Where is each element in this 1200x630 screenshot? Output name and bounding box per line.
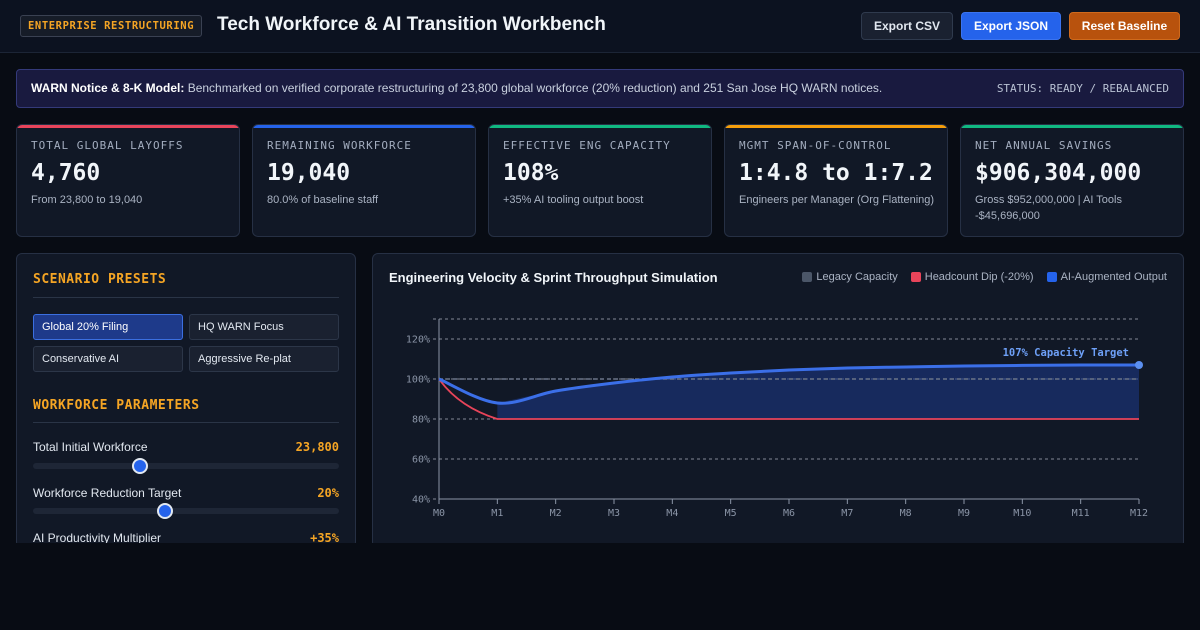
preset-aggressive-replat[interactable]: Aggressive Re-plat bbox=[189, 346, 339, 372]
section-divider bbox=[33, 297, 339, 298]
y-tick-label: 40% bbox=[412, 495, 430, 506]
reset-baseline-button[interactable]: Reset Baseline bbox=[1069, 12, 1180, 40]
legend-item-legacy: Legacy Capacity bbox=[802, 271, 898, 283]
y-tick-label: 60% bbox=[412, 455, 430, 466]
banner-label: WARN Notice & 8-K Model: bbox=[31, 81, 185, 95]
app-title: Tech Workforce & AI Transition Workbench bbox=[217, 14, 606, 35]
reduction-target-value: 20% bbox=[317, 486, 339, 500]
reduction-target-label: Workforce Reduction Target bbox=[33, 486, 182, 500]
kpi-label: REMAINING WORKFORCE bbox=[267, 139, 412, 152]
legend-label: Legacy Capacity bbox=[816, 271, 898, 283]
presets-title: SCENARIO PRESETS bbox=[33, 272, 167, 287]
kpi-accent-bar bbox=[17, 125, 239, 128]
series-line-ai-output bbox=[438, 363, 1140, 405]
kpi-subtext: Gross $952,000,000 | AI Tools -$45,696,0… bbox=[975, 194, 1122, 222]
slider-thumb[interactable] bbox=[132, 458, 149, 474]
kpi-accent-bar bbox=[253, 125, 475, 128]
x-tick-label: M11 bbox=[1072, 508, 1090, 519]
y-tick-label: 80% bbox=[412, 415, 430, 426]
initial-workforce-label: Total Initial Workforce bbox=[33, 440, 148, 454]
kpi-label: EFFECTIVE ENG CAPACITY bbox=[503, 139, 671, 152]
legend-label: Headcount Dip (-20%) bbox=[924, 271, 1034, 283]
page-footer-area bbox=[0, 543, 1200, 630]
x-tick-label: M3 bbox=[608, 508, 620, 519]
kpi-subtext: 80.0% of baseline staff bbox=[267, 194, 379, 206]
x-tick-label: M7 bbox=[841, 508, 853, 519]
x-tick-label: M6 bbox=[783, 508, 795, 519]
parameters-panel: SCENARIO PRESETS Global 20% Filing HQ WA… bbox=[16, 253, 356, 548]
series-line-headcount-dip bbox=[438, 378, 1139, 420]
kpi-card-effective-capacity: EFFECTIVE ENG CAPACITY 108% +35% AI tool… bbox=[488, 124, 712, 237]
kpi-value: 19,040 bbox=[267, 160, 351, 186]
ai-output-endpoint bbox=[1135, 361, 1143, 369]
kpi-accent-bar bbox=[961, 125, 1183, 128]
preset-conservative-ai[interactable]: Conservative AI bbox=[33, 346, 183, 372]
kpi-subtext: From 23,800 to 19,040 bbox=[31, 194, 143, 206]
banner-description: Benchmarked on verified corporate restru… bbox=[187, 81, 883, 95]
x-tick-label: M12 bbox=[1130, 508, 1148, 519]
reduction-target-slider[interactable] bbox=[33, 503, 339, 519]
x-tick-label: M5 bbox=[725, 508, 737, 519]
capacity-target-annotation: 107% Capacity Target bbox=[1003, 347, 1129, 359]
kpi-card-total-layoffs: TOTAL GLOBAL LAYOFFS 4,760 From 23,800 t… bbox=[16, 124, 240, 237]
kpi-label: MGMT SPAN-OF-CONTROL bbox=[739, 139, 892, 152]
initial-workforce-value: 23,800 bbox=[295, 440, 339, 454]
kpi-card-span-of-control: MGMT SPAN-OF-CONTROL 1:4.8 to 1:7.2 Engi… bbox=[724, 124, 948, 237]
x-tick-label: M4 bbox=[666, 508, 678, 519]
kpi-subtext: Engineers per Manager (Org Flattening) bbox=[739, 194, 935, 206]
section-divider bbox=[33, 422, 339, 423]
ai-uplift-area bbox=[497, 364, 1139, 419]
kpi-value: 1:4.8 to 1:7.2 bbox=[739, 160, 933, 186]
ai-multiplier-value: +35% bbox=[310, 531, 339, 545]
x-tick-label: M2 bbox=[550, 508, 562, 519]
kpi-value: $906,304,000 bbox=[975, 160, 1142, 186]
kpi-subtext: +35% AI tooling output boost bbox=[503, 194, 644, 206]
model-banner: WARN Notice & 8-K Model: Benchmarked on … bbox=[16, 69, 1184, 108]
preset-hq-warn-focus[interactable]: HQ WARN Focus bbox=[189, 314, 339, 340]
velocity-chart: 40% 60% 80% 100% 120% M0 M1 M2 M3 M4 M5 M6 M7 M8 M9 M10… bbox=[406, 318, 1148, 519]
export-json-button[interactable]: Export JSON bbox=[961, 12, 1061, 40]
kpi-card-remaining-workforce: REMAINING WORKFORCE 19,040 80.0% of base… bbox=[252, 124, 476, 237]
slider-thumb[interactable] bbox=[156, 503, 173, 519]
kpi-accent-bar bbox=[725, 125, 947, 128]
banner-text: WARN Notice & 8-K Model: Benchmarked on … bbox=[31, 81, 882, 95]
legend-swatch bbox=[910, 272, 921, 282]
chart-panel: Engineering Velocity & Sprint Throughput… bbox=[372, 253, 1184, 548]
x-tick-label: M9 bbox=[958, 508, 970, 519]
app-header: ENTERPRISE RESTRUCTURING Tech Workforce … bbox=[0, 0, 1200, 53]
chart-title: Engineering Velocity & Sprint Throughput… bbox=[389, 270, 718, 285]
legend-item-headcount-dip: Headcount Dip (-20%) bbox=[910, 271, 1034, 283]
legend-swatch bbox=[1046, 272, 1057, 282]
status-indicator: STATUS: READY / REBALANCED bbox=[996, 82, 1169, 95]
parameters-title: WORKFORCE PARAMETERS bbox=[33, 398, 200, 413]
kpi-card-net-savings: NET ANNUAL SAVINGS $906,304,000 Gross $9… bbox=[960, 124, 1184, 237]
chart-legend: Legacy Capacity Headcount Dip (-20%) AI-… bbox=[802, 271, 1167, 283]
ai-multiplier-label: AI Productivity Multiplier bbox=[33, 531, 162, 545]
legend-swatch bbox=[802, 272, 813, 282]
kpi-label: TOTAL GLOBAL LAYOFFS bbox=[31, 139, 184, 152]
preset-global-20-filing[interactable]: Global 20% Filing bbox=[33, 314, 183, 340]
kpi-label: NET ANNUAL SAVINGS bbox=[975, 139, 1113, 152]
context-badge: ENTERPRISE RESTRUCTURING bbox=[20, 15, 203, 37]
kpi-value: 4,760 bbox=[31, 160, 101, 186]
legend-item-ai-output: AI-Augmented Output bbox=[1046, 271, 1167, 283]
x-tick-label: M0 bbox=[433, 508, 445, 519]
x-tick-label: M1 bbox=[491, 508, 503, 519]
y-tick-label: 120% bbox=[406, 335, 430, 346]
initial-workforce-slider[interactable] bbox=[33, 458, 339, 474]
export-csv-button[interactable]: Export CSV bbox=[861, 12, 953, 40]
kpi-value: 108% bbox=[503, 160, 559, 186]
y-tick-label: 100% bbox=[406, 375, 430, 386]
kpi-accent-bar bbox=[489, 125, 711, 128]
legend-label: AI-Augmented Output bbox=[1060, 271, 1167, 283]
x-tick-label: M10 bbox=[1013, 508, 1031, 519]
x-tick-label: M8 bbox=[900, 508, 912, 519]
